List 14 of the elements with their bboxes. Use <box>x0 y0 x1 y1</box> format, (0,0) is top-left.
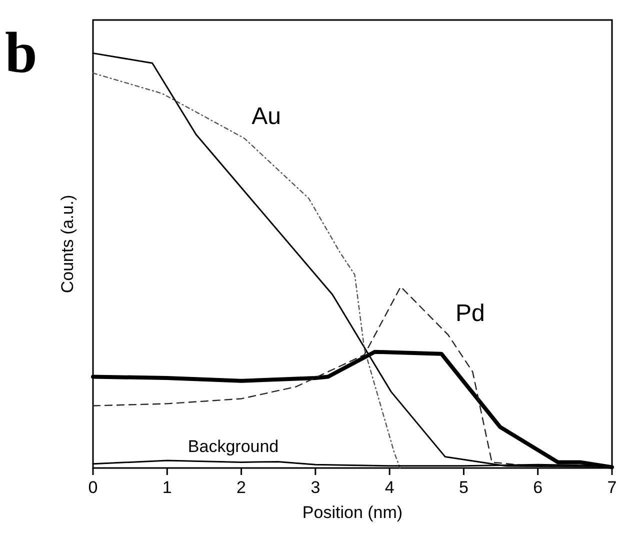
annotation: Background <box>188 437 279 456</box>
x-tick-label: 0 <box>88 478 98 497</box>
x-tick-label: 3 <box>310 478 320 497</box>
x-tick-label: 1 <box>162 478 172 497</box>
x-tick-label: 6 <box>533 478 543 497</box>
y-axis-title: Counts (a.u.) <box>58 194 77 294</box>
annotation: Pd <box>455 300 485 327</box>
x-tick-label: 2 <box>236 478 246 497</box>
x-tick-label: 5 <box>458 478 468 497</box>
x-tick-label: 7 <box>607 478 617 497</box>
annotation: Au <box>252 103 281 130</box>
x-axis-title: Position (nm) <box>302 503 403 522</box>
chart-title: b <box>5 20 38 85</box>
x-tick-label: 4 <box>384 478 394 497</box>
